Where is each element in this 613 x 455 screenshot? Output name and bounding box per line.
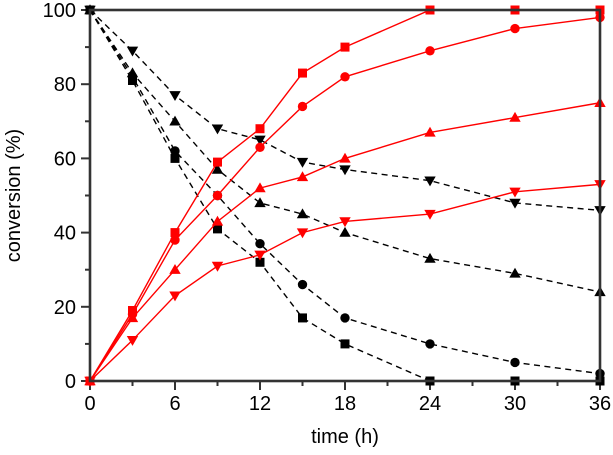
series-line-black-triangle-up-dashed	[89, 9, 601, 293]
series-markers-red-circle-solid	[85, 12, 605, 386]
series-markers-red-triangle-down-solid	[84, 180, 606, 387]
x-tick-label: 24	[419, 393, 441, 415]
x-axis-title: time (h)	[311, 426, 379, 448]
series-markers-black-square-dashed	[85, 5, 605, 386]
series-black-square-dashed	[85, 5, 605, 386]
y-tick-label: 100	[43, 0, 76, 22]
series-markers-red-square-solid	[85, 5, 605, 386]
series-line-red-square-solid	[89, 9, 600, 382]
y-tick-label: 0	[65, 371, 76, 393]
series-black-triangle-up-dashed	[84, 4, 606, 297]
series-red-circle-solid	[85, 12, 605, 386]
y-tick-label: 60	[54, 148, 76, 170]
y-tick-label: 40	[54, 223, 76, 245]
axis-ticks	[81, 9, 601, 390]
series-line-red-circle-solid	[89, 16, 601, 382]
series-line-black-triangle-down-dashed	[89, 9, 601, 212]
y-tick-label: 80	[54, 74, 76, 96]
series-line-red-triangle-down-solid	[89, 183, 601, 382]
series-red-triangle-down-solid	[84, 180, 606, 387]
x-tick-labels: 0 6 12 18 24 30 36	[84, 393, 611, 415]
series-red-square-solid	[85, 5, 605, 386]
x-tick-label: 6	[169, 393, 180, 415]
series-markers-black-circle-dashed	[85, 5, 605, 379]
x-tick-label: 0	[84, 393, 95, 415]
plot-frame	[88, 8, 602, 383]
x-tick-label: 12	[249, 393, 271, 415]
series-line-red-triangle-up-solid	[89, 102, 601, 382]
series-red-triangle-up-solid	[84, 97, 606, 386]
series-black-triangle-down-dashed	[84, 5, 606, 217]
y-axis-title: conversion (%)	[3, 129, 25, 262]
y-tick-label: 20	[54, 297, 76, 319]
x-tick-label: 18	[334, 393, 356, 415]
y-tick-labels: 0 20 40 60 80 100	[43, 0, 76, 393]
series-line-black-circle-dashed	[89, 9, 601, 375]
series-markers-black-triangle-up-dashed	[84, 4, 606, 297]
series-markers-black-triangle-down-dashed	[84, 5, 606, 217]
series-black-circle-dashed	[85, 5, 605, 379]
x-tick-label: 36	[589, 393, 611, 415]
series-line-black-square-dashed	[89, 9, 600, 382]
x-tick-label: 30	[504, 393, 526, 415]
